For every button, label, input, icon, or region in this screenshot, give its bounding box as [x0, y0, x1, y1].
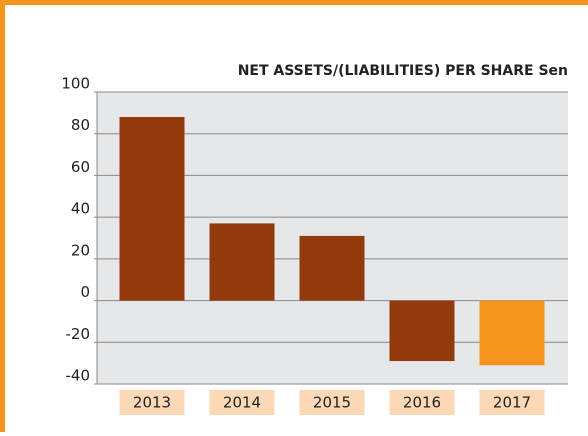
- chart-title: NET ASSETS/(LIABILITIES) PER SHARE Sen: [238, 63, 568, 79]
- bar: [479, 300, 545, 366]
- y-tick-label: 60: [71, 158, 90, 176]
- x-tick-label: 2015: [313, 394, 351, 412]
- y-tick-label: 40: [71, 200, 90, 218]
- category-box: [479, 390, 545, 415]
- y-tick-label: 0: [80, 283, 90, 301]
- bar: [299, 235, 365, 301]
- bar: [389, 300, 455, 362]
- category-box: [389, 390, 455, 415]
- category-box: [119, 390, 185, 415]
- y-tick-label: 20: [71, 241, 90, 259]
- top-border: [0, 0, 588, 5]
- bar: [119, 117, 185, 301]
- category-box: [209, 390, 275, 415]
- x-tick-label: 2016: [403, 394, 441, 412]
- y-tick-label: -20: [66, 325, 91, 343]
- x-tick-label: 2013: [133, 394, 171, 412]
- x-tick-label: 2014: [223, 394, 261, 412]
- y-tick-label: -40: [66, 367, 91, 385]
- x-tick-label: 2017: [493, 394, 531, 412]
- category-box: [299, 390, 365, 415]
- y-tick-label: 100: [61, 75, 90, 93]
- y-tick-label: 80: [71, 116, 90, 134]
- left-border: [0, 0, 5, 432]
- bar: [209, 223, 275, 301]
